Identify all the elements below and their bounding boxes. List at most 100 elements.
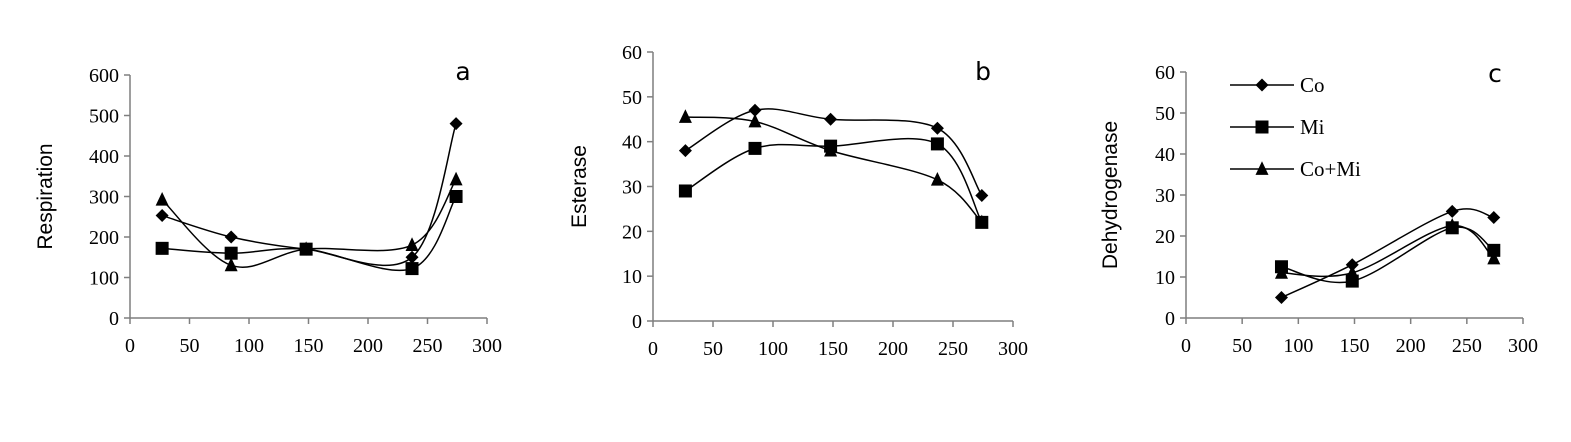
x-tick-label: 200: [878, 338, 908, 360]
data-point-diamond: [975, 188, 989, 202]
y-tick-label: 60: [622, 42, 642, 64]
y-tick-label: 0: [109, 308, 119, 330]
x-tick-label: 200: [1396, 335, 1426, 357]
data-point-diamond: [155, 209, 169, 223]
series-co: [1274, 204, 1501, 304]
data-point-triangle: [299, 241, 313, 255]
y-tick-label: 0: [1165, 308, 1175, 330]
data-point-triangle: [1345, 265, 1359, 279]
x-tick-label: 300: [998, 338, 1028, 360]
y-axis-label: Respiration: [34, 143, 57, 249]
series-co: [678, 103, 989, 202]
y-tick-label: 100: [89, 268, 119, 290]
x-tick-label: 100: [234, 335, 264, 357]
data-point-triangle: [1274, 265, 1288, 279]
x-tick-label: 50: [1232, 335, 1252, 357]
series-co-mi: [678, 109, 989, 229]
panel-label: b: [975, 57, 991, 86]
data-point-diamond: [449, 117, 463, 131]
x-tick-label: 0: [125, 335, 135, 357]
data-point-triangle: [1487, 250, 1501, 265]
y-tick-label: 500: [89, 106, 119, 128]
y-tick-label: 40: [622, 132, 642, 154]
x-tick-label: 50: [180, 335, 200, 357]
data-point-diamond: [1345, 258, 1359, 272]
data-point-square: [405, 262, 419, 276]
y-tick-label: 30: [622, 177, 642, 199]
x-tick-label: 300: [1508, 335, 1538, 357]
y-tick-label: 600: [89, 65, 119, 87]
data-point-triangle: [748, 113, 762, 128]
series-line: [1281, 208, 1494, 299]
data-point-triangle: [678, 109, 692, 123]
legend-marker-square: [1255, 120, 1269, 134]
data-point-square: [224, 246, 238, 260]
legend: Co Mi Co+Mi: [1230, 73, 1361, 181]
data-point-square: [155, 241, 169, 255]
legend-marker-diamond: [1255, 78, 1269, 92]
data-point-diamond: [930, 121, 944, 135]
y-tick-label: 30: [1155, 185, 1175, 207]
series-mi: [1274, 221, 1501, 288]
x-tick-label: 250: [938, 338, 968, 360]
legend-label: Co: [1300, 73, 1325, 97]
x-tick-label: 250: [1452, 335, 1482, 357]
y-tick-label: 20: [622, 221, 642, 243]
legend-label: Mi: [1300, 115, 1325, 139]
chart-panel-c: 0 10 20 30 40 50 60 0 50 100 150 200 250 300 Dehydroge…: [1099, 59, 1538, 357]
y-axis-label: Dehydrogenase: [1099, 121, 1122, 269]
data-point-diamond: [224, 230, 238, 244]
x-tick-label: 150: [1340, 335, 1370, 357]
y-tick-label: 10: [1155, 267, 1175, 289]
y-tick-label: 40: [1155, 144, 1175, 166]
y-tick-label: 10: [622, 266, 642, 288]
y-tick-label: 400: [89, 146, 119, 168]
legend-label: Co+Mi: [1300, 157, 1361, 181]
y-tick-label: 50: [1155, 103, 1175, 125]
data-point-triangle: [930, 171, 944, 186]
data-point-square: [748, 141, 762, 155]
x-tick-label: 150: [294, 335, 324, 357]
panel-label: c: [1488, 59, 1502, 88]
data-point-diamond: [678, 144, 692, 158]
chart-panel-a: 0 100 200 300 400 500 600 0 50 100 150 200 250 300 Res…: [34, 57, 502, 357]
y-axis-label: Esterase: [568, 145, 591, 228]
x-tick-label: 0: [1181, 335, 1191, 357]
data-point-diamond: [748, 103, 762, 117]
data-point-triangle: [155, 191, 169, 206]
y-tick-label: 20: [1155, 226, 1175, 248]
legend-marker-triangle: [1255, 161, 1269, 175]
y-tick-label: 300: [89, 187, 119, 209]
data-point-diamond: [1274, 291, 1288, 304]
data-point-diamond: [1445, 204, 1459, 218]
series-line: [1281, 226, 1495, 284]
chart-panel-b: 0 10 20 30 40 50 60 0 50 100 150 200 250 300 Esterase b: [568, 42, 1028, 360]
y-tick-label: 0: [632, 311, 642, 333]
data-point-diamond: [405, 250, 419, 264]
series-co-mi: [155, 171, 463, 272]
data-point-triangle: [449, 171, 463, 186]
series-line: [1281, 224, 1495, 278]
y-tick-label: 200: [89, 227, 119, 249]
x-tick-label: 300: [472, 335, 502, 357]
data-point-triangle: [1445, 217, 1459, 232]
data-point-triangle: [224, 257, 238, 272]
x-tick-label: 100: [1283, 335, 1313, 357]
data-point-diamond: [1487, 211, 1501, 225]
data-point-triangle: [405, 237, 419, 251]
x-tick-label: 150: [818, 338, 848, 360]
data-point-square: [678, 184, 692, 198]
panel-label: a: [455, 57, 470, 86]
series-co-mi: [1274, 217, 1501, 279]
data-point-diamond: [824, 112, 838, 126]
x-tick-label: 200: [353, 335, 383, 357]
series-mi: [155, 190, 463, 276]
x-tick-label: 100: [758, 338, 788, 360]
x-tick-label: 250: [413, 335, 443, 357]
x-tick-label: 0: [648, 338, 658, 360]
data-point-triangle: [975, 214, 989, 229]
x-tick-label: 50: [703, 338, 723, 360]
y-tick-label: 60: [1155, 62, 1175, 84]
